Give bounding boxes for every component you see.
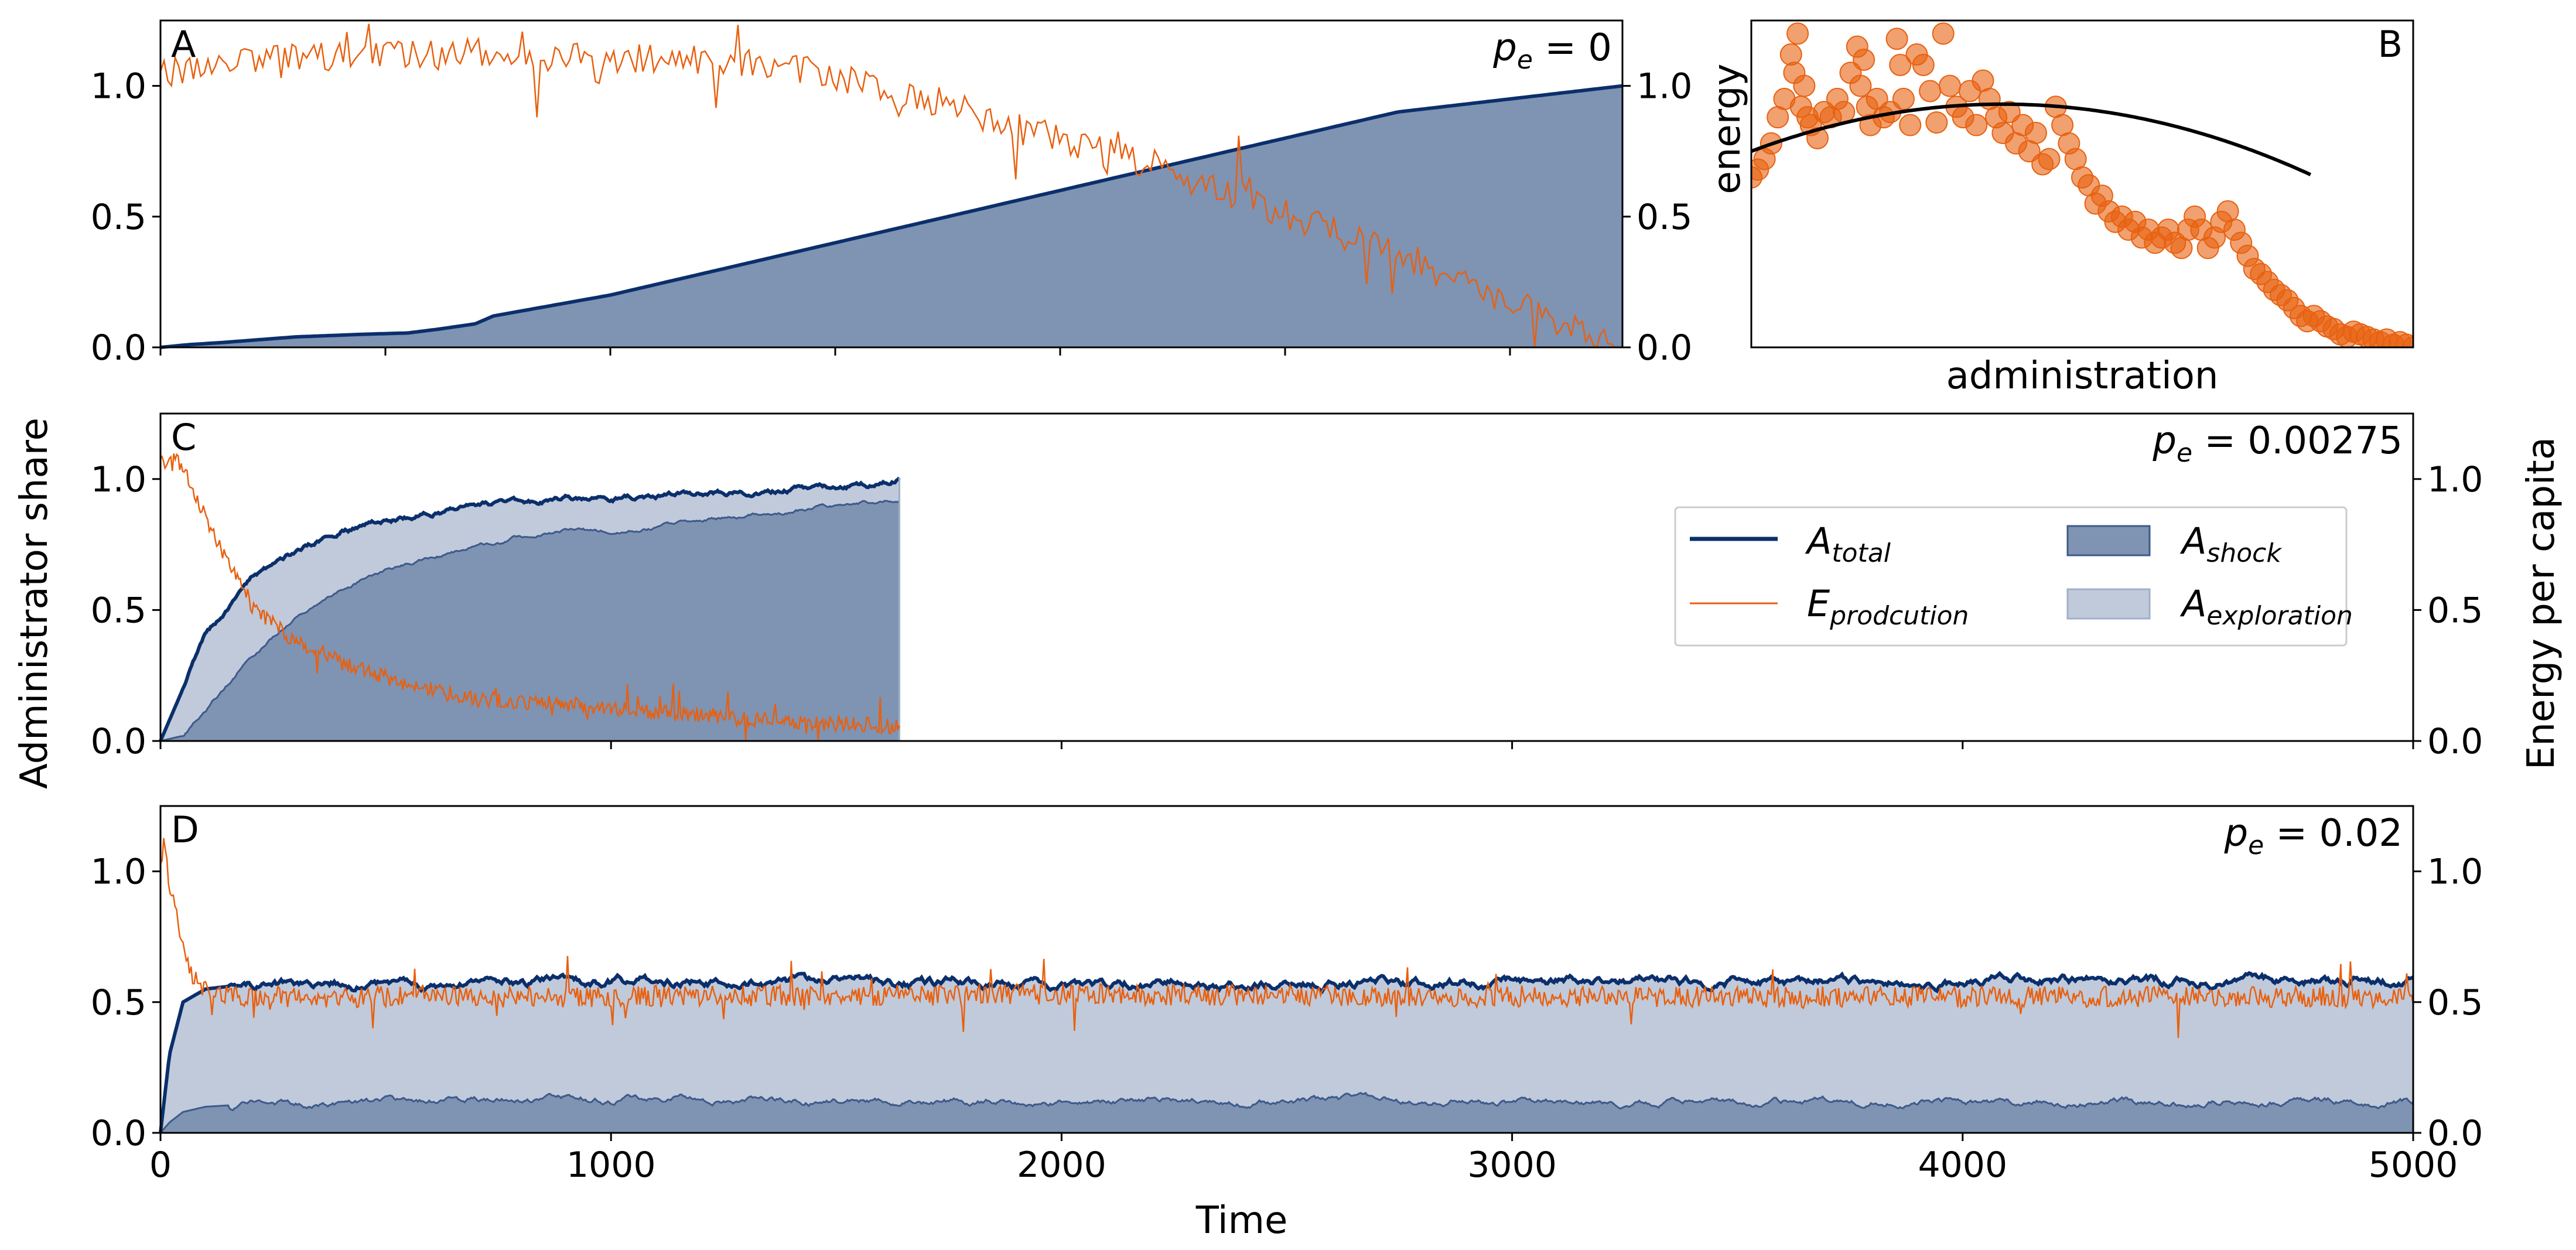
y-axis-label-right: Energy per capita — [2520, 437, 2563, 770]
scatter-point — [1925, 111, 1948, 134]
y2-tick-label: 0.5 — [2427, 590, 2483, 631]
pe-label: pe = 0.00275 — [2152, 419, 2403, 468]
legend-shock-label: Ashock — [2179, 520, 2282, 568]
axes-frame — [159, 412, 2414, 742]
y2-tick-label: 0.0 — [2427, 1113, 2483, 1154]
fit-curve — [1751, 102, 2312, 176]
shock-edge-line — [159, 1091, 2414, 1133]
panel-c: 0.0 0.5 1.0 0.0 0.5 1.0 C pe = 0.00275 — [91, 412, 2483, 762]
y2-tick-label: 0.5 — [1637, 197, 1692, 238]
b-x-axis-label: administration — [1946, 354, 2219, 398]
scatter-point — [1779, 43, 1802, 66]
x-tick-label: 1000 — [566, 1145, 656, 1186]
panel-letter: C — [171, 416, 196, 459]
b-y-axis-label: energy — [1706, 64, 1749, 194]
panel-letter: D — [171, 808, 199, 851]
scatter-point — [1853, 48, 1875, 71]
y-axis-label-left: Administrator share — [13, 418, 56, 789]
x-tick-label: 5000 — [2369, 1145, 2458, 1186]
y-tick-label: 0.0 — [91, 721, 146, 762]
total-line — [160, 84, 1623, 349]
axes-frame — [159, 19, 1624, 349]
legend-production-label: Eprodcution — [1807, 582, 1969, 631]
axes-frame — [159, 805, 2414, 1134]
y-tick-label: 0.0 — [91, 1113, 146, 1154]
production-line — [159, 23, 1622, 349]
panel-letter: A — [171, 23, 196, 66]
y-tick-label: 1.0 — [91, 852, 146, 893]
legend: Atotal Eprodcution Ashock Aexploration — [1674, 506, 2353, 647]
x-tick-label: 4000 — [1918, 1145, 2007, 1186]
scatter-point — [2038, 148, 2061, 170]
y2-tick-label: 0.5 — [2427, 982, 2483, 1023]
total-line — [159, 971, 2414, 1133]
pe-label: pe = 0.02 — [2223, 812, 2403, 860]
y-tick-label: 0.0 — [91, 327, 146, 368]
scatter-point — [1892, 87, 1915, 110]
panel-d: 0.0 0.5 1.0 0.0 0.5 1.0 0 1000 2000 3000 4000 5000 D… — [91, 805, 2483, 1186]
scatter-point — [1849, 74, 1872, 97]
pe-label: pe = 0 — [1492, 26, 1612, 75]
scatter-point — [2024, 121, 2047, 144]
scatter-point — [2402, 336, 2413, 347]
shock-area — [160, 86, 1622, 347]
y2-tick-label: 1.0 — [2427, 459, 2483, 500]
scatter-point — [1885, 28, 1908, 50]
production-line — [159, 838, 2414, 1038]
scatter-point — [1932, 22, 1955, 45]
scatter-point — [1889, 53, 1912, 76]
legend-frame — [1674, 506, 2348, 647]
scatter-point — [1998, 101, 2021, 124]
production-line — [159, 453, 900, 742]
total-line — [159, 476, 901, 742]
scatter-point — [1919, 80, 1942, 103]
scatter-point — [1965, 114, 1988, 136]
scatter-points — [1751, 22, 2413, 347]
legend-exploration-label: Aexploration — [2179, 582, 2353, 631]
y2-tick-label: 1.0 — [1637, 66, 1692, 107]
scatter-point — [1793, 74, 1816, 97]
scatter-point — [1899, 114, 1922, 136]
axes-frame — [1750, 19, 2414, 349]
shock-edge-line — [160, 500, 900, 742]
y-tick-label: 0.5 — [91, 590, 146, 631]
y2-tick-label: 0.0 — [2427, 721, 2483, 762]
y2-tick-label: 1.0 — [2427, 852, 2483, 893]
x-tick-label: 3000 — [1467, 1145, 1557, 1186]
legend-exploration-swatch — [2066, 588, 2151, 620]
y-tick-label: 0.5 — [91, 197, 146, 238]
y-tick-label: 1.0 — [91, 66, 146, 107]
panel-a: 0.0 0.5 1.0 0.0 0.5 1.0 A pe = 0 — [91, 19, 1692, 368]
legend-total-label: Atotal — [1805, 520, 1891, 568]
scatter-point — [1786, 22, 1809, 45]
legend-shock-swatch — [2066, 525, 2151, 556]
scatter-point — [1912, 53, 1935, 76]
y2-tick-label: 0.0 — [1637, 327, 1692, 368]
x-tick-label: 2000 — [1017, 1145, 1106, 1186]
shock-area — [160, 500, 900, 741]
scatter-point — [1939, 74, 1961, 97]
y-tick-label: 1.0 — [91, 459, 146, 500]
y-tick-label: 0.5 — [91, 982, 146, 1023]
scatter-point — [1833, 101, 1856, 124]
x-axis-label: Time — [1195, 1199, 1288, 1242]
x-tick-label: 0 — [149, 1145, 172, 1186]
panel-letter: B — [2377, 23, 2403, 66]
